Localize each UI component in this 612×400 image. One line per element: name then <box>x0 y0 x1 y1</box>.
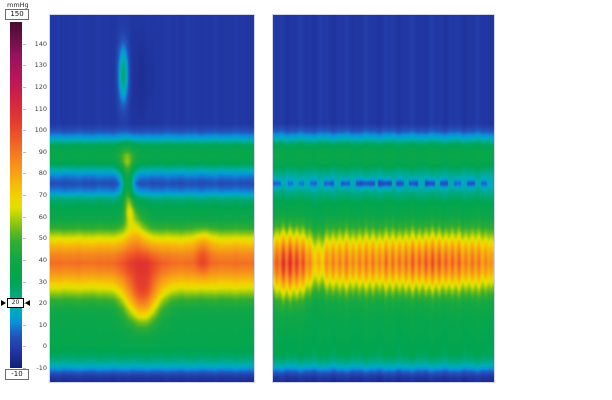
tick-dash <box>23 130 26 132</box>
scale-tick-label: 30 <box>38 277 47 286</box>
tick-dash <box>23 368 26 369</box>
scale-tick-label: 80 <box>38 169 47 178</box>
tick-dash <box>23 324 26 326</box>
tick-dash <box>23 108 26 110</box>
tick-dash <box>23 151 26 153</box>
scale-tick-label: 40 <box>38 255 47 264</box>
color-scale-bar <box>10 22 22 368</box>
marker-left-arrow-icon <box>1 300 6 307</box>
scale-tick-label: 70 <box>38 191 47 199</box>
scale-tick: 10 <box>23 321 47 329</box>
scale-tick-label: 10 <box>38 320 47 329</box>
pressure-unit-label: mmHg <box>7 1 29 9</box>
scale-tick: 70 <box>23 191 47 199</box>
pressure-topography-panel-right[interactable] <box>273 15 494 382</box>
scale-tick: 90 <box>23 148 47 156</box>
scale-tick-label: 60 <box>38 212 47 221</box>
scale-tick: 50 <box>23 234 47 242</box>
scale-tick: 130 <box>23 61 47 69</box>
scale-tick: 100 <box>23 126 47 134</box>
tick-dash <box>23 238 26 240</box>
scale-tick-label: -10 <box>36 364 47 372</box>
scale-tick-label: 20 <box>38 299 47 308</box>
scale-min-input[interactable]: -10 <box>5 369 29 380</box>
scale-tick: 110 <box>23 105 47 113</box>
tick-dash <box>23 303 26 305</box>
scale-tick-label: 100 <box>34 126 47 135</box>
scale-tick-label: 50 <box>38 234 47 243</box>
tick-dash <box>23 195 26 196</box>
scale-tick-label: 120 <box>34 82 47 91</box>
tick-dash <box>23 281 26 283</box>
scale-tick: 0 <box>23 342 47 350</box>
scale-tick: 120 <box>23 83 47 91</box>
tick-dash <box>23 65 26 67</box>
scale-tick: 30 <box>23 278 47 286</box>
scale-tick: 80 <box>23 169 47 177</box>
tick-dash <box>23 346 26 348</box>
scale-tick: 60 <box>23 213 47 221</box>
marker-value-box: 20 <box>7 298 24 309</box>
marker-right-arrow-icon <box>25 300 30 307</box>
scale-tick-label: 130 <box>34 61 47 70</box>
scale-tick-label: 0 <box>42 342 47 351</box>
scale-tick: 20 <box>23 299 47 307</box>
tick-dash <box>23 216 26 218</box>
scale-tick: -10 <box>23 364 47 372</box>
scale-tick-label: 140 <box>34 39 47 48</box>
scale-tick-label: 110 <box>34 104 47 113</box>
tick-dash <box>23 86 26 88</box>
scale-tick-label: 90 <box>38 147 47 156</box>
tick-dash <box>23 43 26 45</box>
scale-tick: 40 <box>23 256 47 264</box>
tick-dash <box>23 259 26 261</box>
scale-tick: 140 <box>23 40 47 48</box>
tick-dash <box>23 173 26 175</box>
isobaric-contour-marker[interactable]: 20 <box>1 298 30 309</box>
scale-max-input[interactable]: 150 <box>5 9 29 20</box>
pressure-topography-panel-left[interactable] <box>50 15 254 382</box>
